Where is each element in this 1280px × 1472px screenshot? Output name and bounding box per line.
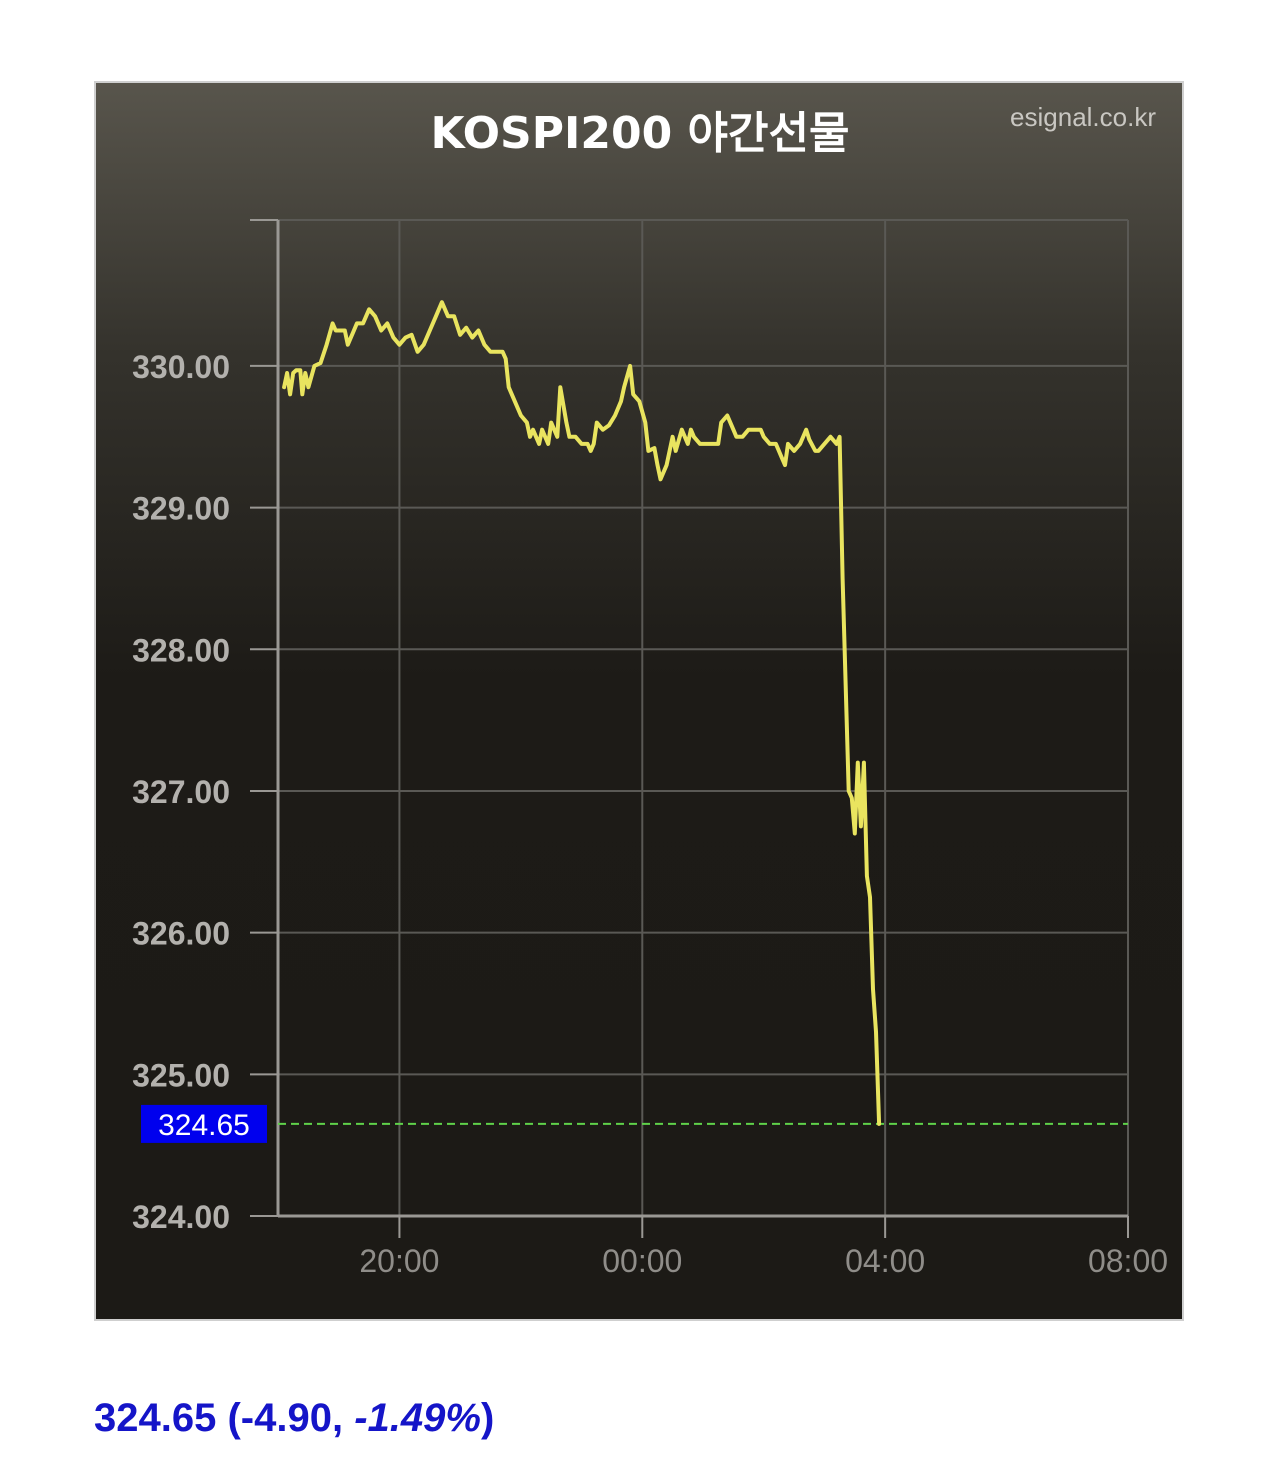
chart-panel <box>94 81 1184 1321</box>
y-tick-label: 324.00 <box>132 1199 230 1235</box>
y-tick-label: 328.00 <box>132 632 230 668</box>
y-tick-label: 326.00 <box>132 916 230 952</box>
chart-title: KOSPI200 야간선물 <box>430 108 850 159</box>
current-price: 324.65 <box>94 1396 217 1440</box>
x-tick-label: 20:00 <box>359 1243 439 1279</box>
x-tick-label: 00:00 <box>602 1243 682 1279</box>
y-tick-label: 329.00 <box>132 491 230 527</box>
current-price-label: 324.65 <box>158 1109 250 1142</box>
change-open: (-4.90, <box>216 1396 355 1440</box>
x-tick-label: 08:00 <box>1088 1243 1168 1279</box>
price-series-line <box>282 300 882 1126</box>
current-price-badge <box>141 1104 267 1143</box>
y-tick-label: 325.00 <box>132 1057 230 1093</box>
change-close: ) <box>480 1396 495 1440</box>
source-label: esignal.co.kr <box>1010 102 1156 132</box>
price-summary: 324.65 (-4.90, -1.49%) <box>94 1396 494 1441</box>
y-tick-label: 330.00 <box>132 349 230 385</box>
change-percent: -1.49% <box>354 1396 481 1440</box>
x-tick-label: 04:00 <box>845 1243 925 1279</box>
y-tick-label: 327.00 <box>132 774 230 810</box>
